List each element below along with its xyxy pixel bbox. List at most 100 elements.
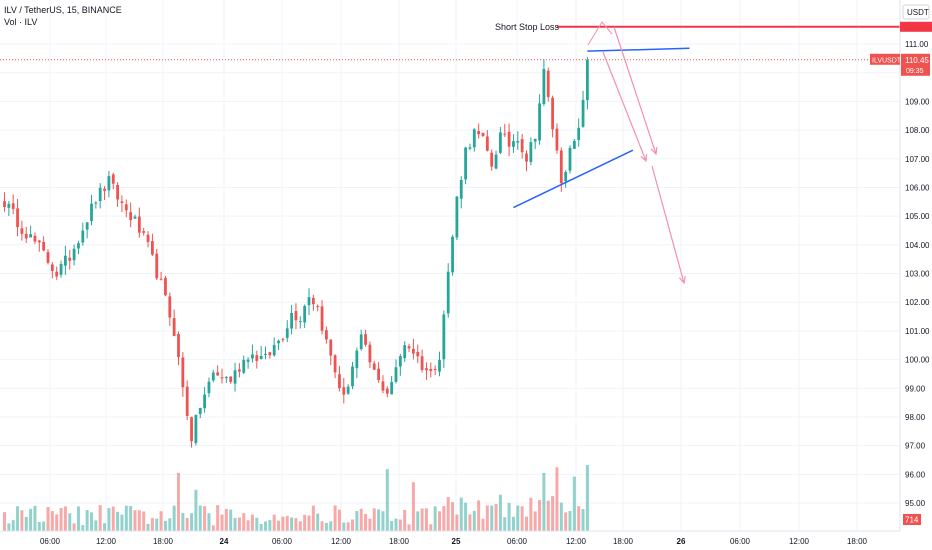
volume-bar — [246, 520, 250, 531]
volume-bar — [116, 511, 120, 531]
candle-body — [472, 129, 476, 148]
volume-bar — [76, 506, 80, 531]
candle-body — [264, 353, 267, 356]
time-tick-label: 12:00 — [96, 537, 117, 546]
volume-bar — [351, 519, 354, 531]
candle-body — [203, 394, 206, 409]
candle-body — [7, 203, 11, 208]
volume-bars — [3, 465, 589, 531]
candle-body — [494, 154, 498, 169]
currency-button[interactable] — [902, 4, 930, 20]
candle-body — [503, 133, 507, 135]
lower-trendline[interactable] — [513, 149, 634, 209]
last-price-badge — [901, 53, 930, 76]
volume-bar — [155, 518, 159, 531]
volume-bar — [124, 505, 128, 531]
volume-bar — [233, 518, 237, 531]
candle-body — [381, 381, 385, 391]
candle-body — [416, 352, 420, 357]
volume-bar — [385, 469, 389, 531]
candle-body — [377, 368, 380, 381]
volume-bar — [398, 519, 402, 531]
symbol-badge-text: ILVUSDT — [872, 57, 902, 64]
volume-bar — [120, 514, 124, 531]
candle-body — [407, 346, 411, 349]
candle-body — [385, 388, 389, 394]
candle-body — [311, 297, 315, 305]
volume-bar — [551, 496, 555, 531]
price-axis[interactable]: 111.00110.00109.00108.00107.00106.00105.… — [870, 0, 932, 550]
candle-body — [242, 359, 246, 373]
volume-bar — [50, 511, 54, 531]
projection-arrow-a[interactable] — [613, 26, 657, 155]
candle-body — [277, 340, 280, 344]
candle-body — [168, 296, 172, 318]
volume-bar — [85, 510, 89, 531]
candle-body — [342, 387, 346, 395]
candle-body — [394, 367, 398, 382]
candle-body — [529, 142, 533, 163]
projection-arrow-a-head — [650, 146, 658, 156]
volume-bar — [259, 523, 263, 531]
volume-bar — [272, 514, 276, 531]
volume-bar — [516, 505, 520, 531]
price-tick-label: 106.00 — [905, 183, 930, 192]
candle-body — [185, 386, 189, 416]
volume-bar — [442, 506, 446, 531]
volume-bar — [472, 510, 476, 531]
candle-body — [46, 252, 50, 263]
candle-body — [251, 354, 254, 359]
volume-bar — [468, 514, 472, 531]
time-tick-label: 18:00 — [613, 537, 634, 546]
candle-body — [90, 203, 93, 222]
candle-body — [268, 352, 272, 356]
price-tick-label: 105.00 — [905, 212, 930, 221]
candle-body — [177, 334, 180, 358]
candle-body — [16, 208, 19, 228]
volume-bar — [264, 521, 267, 531]
volume-bar — [190, 513, 194, 531]
volume-bar — [555, 467, 559, 531]
candle-body — [490, 152, 494, 167]
candle-body — [85, 222, 89, 230]
volume-bar — [146, 523, 150, 531]
price-tick-label: 99.00 — [905, 384, 926, 393]
volume-bar — [90, 512, 93, 531]
candle-body — [216, 372, 220, 376]
candle-body — [246, 359, 250, 362]
volume-legend[interactable]: Vol · ILV — [4, 17, 38, 27]
volume-bar — [377, 509, 381, 531]
time-tick-label: 12:00 — [566, 537, 587, 546]
volume-bar — [511, 516, 515, 531]
volume-bar — [42, 521, 46, 531]
projection-arrow-b[interactable] — [602, 51, 647, 162]
time-axis[interactable]: 06:00 12:00 18:00 24 06:00 12:00 18:00 25 06:00 1… — [0, 530, 932, 550]
time-tick-label: 06:00 — [40, 537, 61, 546]
volume-bar — [142, 511, 146, 531]
drawings[interactable]: Short Stop Loss — [495, 21, 900, 285]
price-tick-label: 102.00 — [905, 298, 930, 307]
stop-peak-marker[interactable] — [587, 21, 613, 46]
price-tick-label: 103.00 — [905, 270, 930, 279]
projection-arrow-c[interactable] — [651, 165, 685, 284]
upper-trendline[interactable] — [587, 47, 690, 52]
volume-bar — [355, 510, 359, 531]
candle-body — [438, 360, 441, 372]
candle-body — [11, 203, 15, 209]
candle-body — [294, 311, 298, 321]
volume-bar — [429, 524, 433, 531]
candle-body — [255, 355, 259, 361]
bar-countdown: 09:35 — [906, 68, 924, 75]
candle-body — [98, 187, 102, 201]
symbol-legend[interactable]: ILV / TetherUS, 15, BINANCE — [4, 5, 122, 15]
candle-body — [220, 377, 224, 379]
volume-bar — [525, 516, 528, 531]
candle-body — [207, 381, 211, 394]
volume-bar — [368, 518, 372, 531]
candle-body — [285, 328, 289, 338]
candle-body — [455, 196, 459, 238]
volume-bar — [481, 518, 485, 531]
candle-body — [211, 372, 215, 381]
volume-bar — [329, 521, 333, 531]
